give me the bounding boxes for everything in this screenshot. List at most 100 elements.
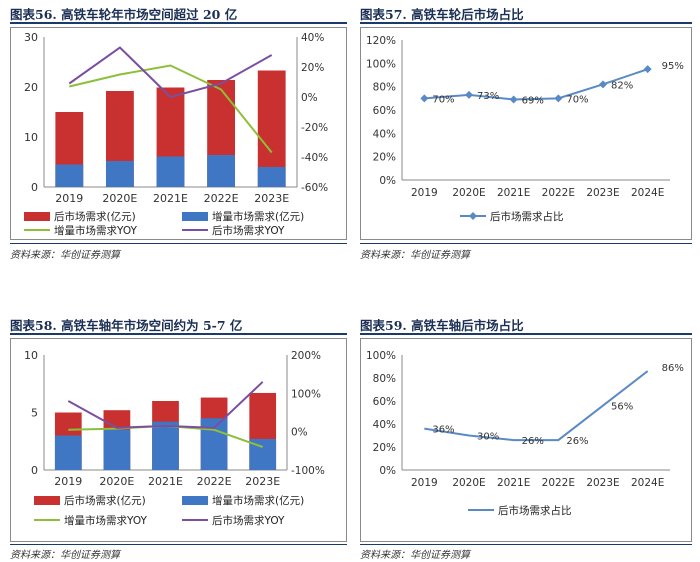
legend-label: 增量市场需求(亿元) (212, 494, 304, 507)
data-point-marker (465, 90, 473, 99)
y-left-tick-label: 30 (24, 31, 38, 44)
source-note: 资料来源：华创证券测算 (360, 550, 470, 561)
x-tick-label: 2019 (54, 475, 82, 488)
line-after-market-share (424, 68, 648, 101)
chart-title: 图表57. 高铁车轮后市场占比 (360, 7, 524, 22)
x-tick-label: 2021E (153, 192, 188, 205)
x-tick-label: 2019 (411, 477, 438, 489)
line-chart: 0% 20% 40% 60% 80% 100% 120% 2019 2020E 2021E 2022… (366, 35, 684, 223)
x-tick-label: 2024E (631, 477, 664, 489)
y-right-tick-label: -100% (291, 465, 325, 477)
panel-56: 图表56. 高铁车轮年市场空间超过 20 亿 0 10 20 30 -60% -40% -2… (10, 0, 347, 265)
legend-label: 后市场需求YOY (212, 224, 285, 237)
data-label: 95% (662, 61, 684, 72)
y-right-tick-label: 40% (301, 32, 324, 44)
data-label: 36% (432, 425, 454, 436)
y-left-tick-label: 20 (24, 81, 38, 94)
bar-line-chart: 0 10 20 30 -60% -40% -20% 0% 20% 40% 2019 2020E 2021… (24, 31, 328, 237)
bar-new-market (152, 421, 179, 470)
bar-new-market (207, 155, 236, 187)
legend-label: 后市场需求占比 (490, 210, 564, 223)
chart-title: 图表56. 高铁车轮年市场空间超过 20 亿 (10, 7, 238, 22)
legend-label: 后市场需求占比 (498, 504, 572, 517)
panel-59: 图表59. 高铁车轴后市场占比 0% 20% 40% 60% 80% 100% 2019 20… (360, 310, 692, 562)
y-right-tick-label: 100% (291, 388, 321, 400)
y-left-tick-label: 0 (31, 181, 38, 194)
line-new-market-yoy (69, 64, 273, 154)
chart-title: 图表58. 高铁车轴年市场空间约为 5-7 亿 (10, 318, 243, 333)
legend-swatch (34, 496, 60, 505)
data-label: 26% (522, 436, 544, 447)
x-tick-label: 2021E (497, 187, 530, 199)
y-right-tick-label: 0% (301, 92, 318, 104)
bar-new-market (257, 167, 286, 187)
legend-label: 增量市场需求YOY (64, 514, 148, 527)
y-tick-label: 20% (373, 442, 396, 454)
data-point-marker (509, 95, 518, 104)
x-tick-label: 2022E (542, 477, 575, 489)
y-tick-label: 40% (373, 419, 396, 431)
x-tick-label: 2021E (148, 475, 183, 488)
data-point-marker (643, 65, 652, 74)
x-tick-label: 2022E (197, 475, 232, 488)
legend-swatch (24, 212, 50, 221)
bar-new-market (156, 156, 185, 187)
x-tick-label: 2023E (586, 477, 619, 489)
data-label: 69% (522, 96, 544, 107)
x-tick-label: 2023E (254, 192, 289, 205)
y-tick-label: 80% (373, 373, 396, 385)
panel-57: 图表57. 高铁车轮后市场占比 0% 20% 40% 60% 80% 100% 120% 20… (360, 0, 692, 265)
panel-58: 图表58. 高铁车轴年市场空间约为 5-7 亿 0 5 10 -100% 0% 100% 2… (10, 310, 347, 562)
y-tick-label: 0% (379, 175, 396, 187)
x-tick-label: 2023E (586, 187, 619, 199)
data-label: 70% (566, 94, 588, 105)
data-point-marker (420, 94, 429, 103)
line-after-market-yoy (68, 46, 273, 99)
y-tick-label: 60% (373, 105, 396, 117)
x-tick-label: 2020E (99, 475, 134, 488)
y-right-tick-label: 200% (291, 350, 321, 362)
y-tick-label: 60% (373, 396, 396, 408)
y-left-tick-label: 5 (31, 407, 38, 420)
y-left-tick-label: 10 (24, 349, 38, 362)
data-label: 82% (611, 80, 633, 91)
data-label: 70% (432, 94, 454, 105)
data-label: 86% (662, 363, 684, 374)
x-tick-label: 2021E (497, 477, 530, 489)
bar-line-chart: 0 5 10 -100% 0% 100% 200% 2019 2020E 2021E 2022E 20… (24, 349, 325, 527)
y-right-tick-label: -40% (301, 152, 328, 164)
x-tick-label: 2020E (452, 187, 485, 199)
x-tick-label: 2019 (411, 187, 438, 199)
legend-swatch (182, 496, 208, 505)
data-label: 73% (477, 91, 499, 102)
y-right-tick-label: 20% (301, 62, 324, 74)
data-label: 26% (566, 436, 588, 447)
legend-label: 后市场需求(亿元) (54, 210, 136, 223)
x-tick-label: 2024E (631, 187, 664, 199)
y-tick-label: 0% (379, 465, 396, 477)
chart-title: 图表59. 高铁车轴后市场占比 (360, 318, 524, 333)
y-tick-label: 20% (373, 152, 396, 164)
y-tick-label: 80% (373, 82, 396, 94)
chart-frame (360, 27, 692, 240)
y-right-tick-label: 0% (291, 427, 308, 439)
bar-new-market (105, 161, 134, 187)
line-after-market-yoy (67, 381, 264, 429)
data-point-marker (554, 94, 563, 103)
data-label: 56% (611, 402, 633, 413)
line-chart: 0% 20% 40% 60% 80% 100% 2019 2020E 2021E 2022E 202… (366, 350, 684, 517)
x-tick-label: 2022E (204, 192, 239, 205)
source-note: 资料来源：华创证券测算 (10, 550, 120, 561)
y-tick-label: 100% (366, 58, 396, 70)
y-tick-label: 40% (373, 128, 396, 140)
legend-label: 增量市场需求YOY (54, 224, 138, 237)
legend-label: 增量市场需求(亿元) (212, 210, 304, 223)
bar-new-market (103, 429, 131, 470)
line-after-market-share (424, 370, 649, 442)
legend-marker (469, 212, 477, 220)
y-tick-label: 100% (366, 350, 396, 362)
source-note: 资料来源：华创证券测算 (360, 250, 470, 261)
source-note: 资料来源：华创证券测算 (10, 250, 120, 261)
x-tick-label: 2019 (55, 192, 83, 205)
y-left-tick-label: 0 (31, 464, 38, 477)
